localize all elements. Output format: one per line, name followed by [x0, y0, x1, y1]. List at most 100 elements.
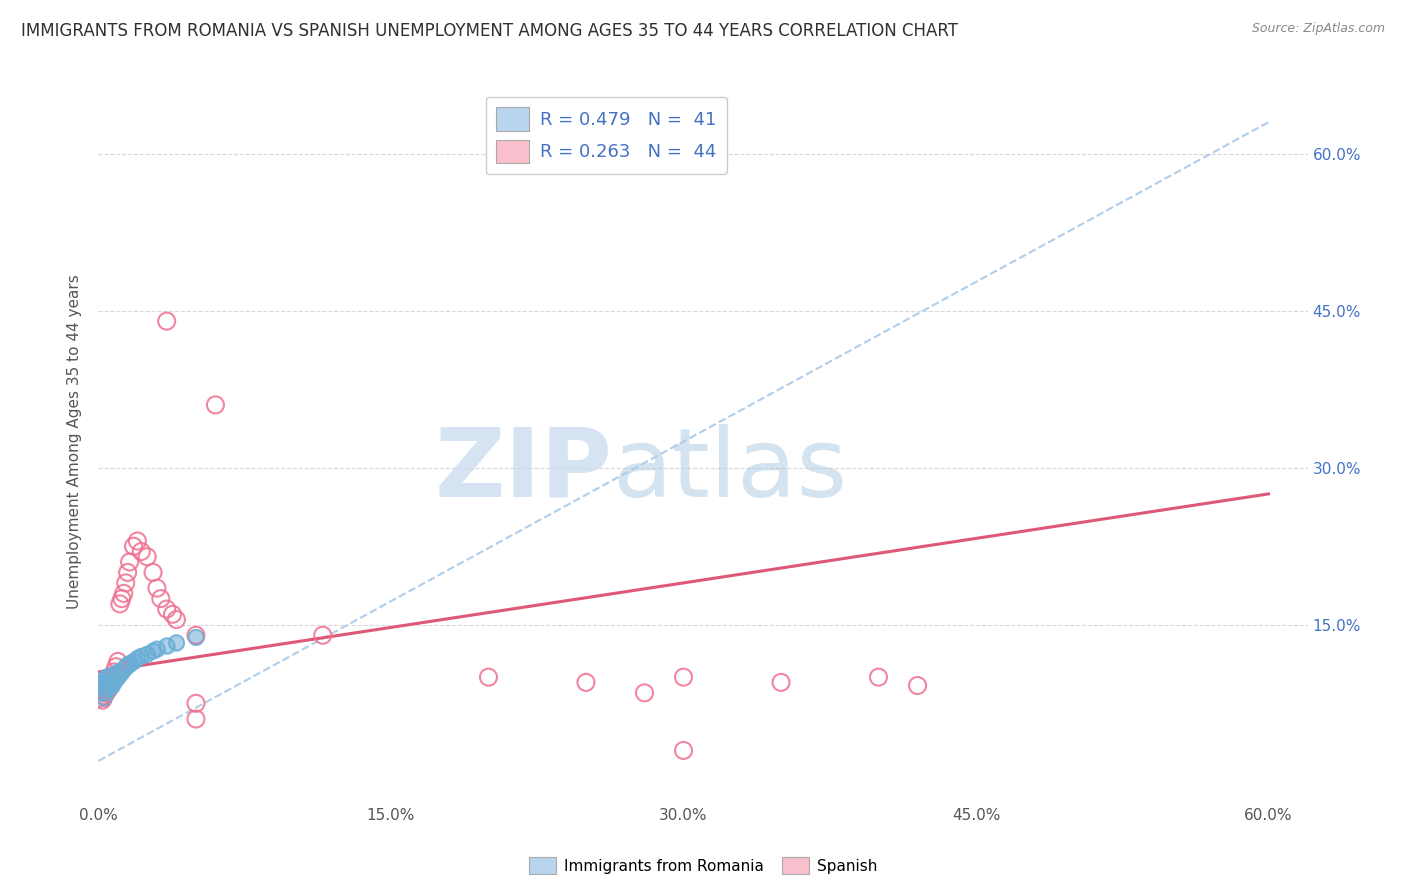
Point: [101, 674, 124, 689]
Point: [117, 657, 139, 672]
Text: Source: ZipAtlas.com: Source: ZipAtlas.com: [1251, 22, 1385, 36]
Text: atlas: atlas: [613, 424, 848, 517]
Point: [118, 555, 141, 569]
Point: [131, 649, 153, 664]
Point: [98, 681, 121, 695]
Point: [117, 657, 139, 672]
Point: [97, 679, 120, 693]
Point: [104, 659, 127, 673]
Point: [136, 647, 159, 661]
Point: [122, 539, 145, 553]
Point: [111, 665, 134, 679]
Point: [165, 635, 187, 649]
Point: [97, 674, 120, 689]
Point: [114, 659, 136, 673]
Point: [156, 639, 179, 653]
Point: [868, 670, 890, 684]
Point: [142, 644, 165, 658]
Text: ZIP: ZIP: [434, 424, 613, 517]
Point: [101, 679, 124, 693]
Legend: R = 0.479   N =  41, R = 0.263   N =  44: R = 0.479 N = 41, R = 0.263 N = 44: [485, 96, 727, 174]
Point: [162, 607, 184, 622]
Point: [112, 586, 135, 600]
Point: [127, 651, 149, 665]
Point: [107, 670, 129, 684]
Point: [108, 667, 131, 681]
Point: [165, 613, 187, 627]
Point: [98, 670, 121, 684]
Point: [103, 670, 125, 684]
Point: [633, 686, 655, 700]
Point: [101, 679, 124, 693]
Point: [142, 644, 165, 658]
Point: [96, 686, 118, 700]
Point: [96, 686, 118, 700]
Point: [118, 657, 141, 671]
Point: [93, 679, 115, 693]
Point: [142, 566, 165, 580]
Point: [114, 575, 136, 590]
Text: IMMIGRANTS FROM ROMANIA VS SPANISH UNEMPLOYMENT AMONG AGES 35 TO 44 YEARS CORREL: IMMIGRANTS FROM ROMANIA VS SPANISH UNEMP…: [21, 22, 957, 40]
Point: [111, 591, 134, 606]
Point: [101, 670, 124, 684]
Point: [98, 670, 121, 684]
Point: [101, 668, 124, 682]
Point: [111, 665, 134, 679]
Point: [184, 696, 207, 710]
Point: [101, 668, 124, 682]
Point: [91, 675, 114, 690]
Point: [103, 670, 125, 684]
Point: [96, 686, 118, 700]
Point: [672, 743, 695, 757]
Point: [204, 398, 226, 412]
Point: [97, 670, 120, 684]
Point: [96, 675, 118, 690]
Point: [127, 651, 149, 665]
Point: [131, 544, 153, 558]
Point: [97, 670, 120, 684]
Point: [97, 679, 120, 693]
Point: [91, 686, 114, 700]
Point: [97, 682, 120, 697]
Point: [184, 631, 207, 645]
Point: [98, 679, 121, 693]
Legend: Immigrants from Romania, Spanish: Immigrants from Romania, Spanish: [523, 851, 883, 880]
Point: [93, 689, 115, 703]
Point: [769, 675, 792, 690]
Point: [114, 659, 136, 673]
Point: [104, 667, 127, 681]
Point: [93, 681, 115, 695]
Point: [312, 628, 335, 642]
Point: [165, 635, 187, 649]
Point: [146, 641, 169, 656]
Point: [91, 693, 114, 707]
Point: [96, 670, 118, 684]
Point: [103, 665, 125, 679]
Point: [136, 647, 159, 661]
Point: [146, 581, 169, 595]
Point: [477, 670, 499, 684]
Point: [149, 591, 172, 606]
Point: [103, 675, 125, 690]
Point: [575, 675, 598, 690]
Point: [107, 655, 129, 669]
Point: [122, 655, 145, 669]
Point: [89, 681, 111, 695]
Point: [93, 691, 115, 706]
Point: [118, 657, 141, 671]
Point: [101, 674, 124, 689]
Point: [131, 649, 153, 664]
Point: [122, 655, 145, 669]
Point: [104, 667, 127, 681]
Y-axis label: Unemployment Among Ages 35 to 44 years: Unemployment Among Ages 35 to 44 years: [67, 274, 83, 609]
Point: [907, 679, 929, 693]
Point: [93, 682, 115, 697]
Point: [96, 670, 118, 684]
Point: [96, 679, 118, 693]
Point: [97, 682, 120, 697]
Point: [91, 682, 114, 697]
Point: [156, 602, 179, 616]
Point: [91, 675, 114, 690]
Point: [184, 631, 207, 645]
Point: [104, 672, 127, 686]
